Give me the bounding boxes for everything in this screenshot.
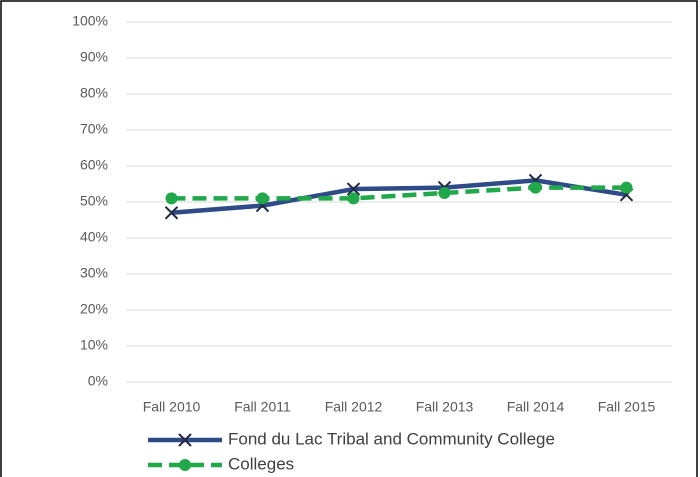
x-tick-label: Fall 2010 — [143, 399, 201, 415]
data-point — [164, 206, 179, 220]
data-point — [438, 187, 451, 199]
legend-label: Fond du Lac Tribal and Community College — [228, 429, 555, 448]
data-point — [347, 192, 360, 205]
y-tick-label: 90% — [80, 49, 108, 65]
y-tick-label: 10% — [80, 337, 108, 353]
legend-label: Colleges — [228, 454, 294, 473]
series-line — [171, 185, 627, 201]
x-tick-label: Fall 2013 — [416, 399, 474, 415]
y-tick-label: 60% — [80, 157, 108, 173]
y-tick-label: 0% — [88, 373, 108, 389]
y-tick-label: 80% — [80, 85, 108, 101]
y-tick-label: 50% — [80, 193, 108, 209]
y-tick-label: 70% — [80, 121, 108, 137]
data-point — [256, 192, 269, 205]
data-point — [165, 192, 178, 205]
x-tick-label: Fall 2012 — [325, 399, 383, 415]
y-tick-label: 20% — [80, 301, 108, 317]
legend-marker — [179, 459, 191, 471]
x-tick-label: Fall 2011 — [234, 399, 291, 415]
legend-marker — [178, 433, 192, 447]
data-point — [346, 182, 361, 196]
x-tick-label: Fall 2015 — [598, 399, 656, 415]
y-tick-label: 30% — [80, 265, 108, 281]
data-point — [529, 181, 542, 194]
data-point — [620, 181, 633, 194]
x-tick-label: Fall 2014 — [507, 399, 565, 415]
y-tick-label: 100% — [72, 13, 108, 29]
series-line — [171, 178, 627, 216]
y-tick-label: 40% — [80, 229, 108, 245]
